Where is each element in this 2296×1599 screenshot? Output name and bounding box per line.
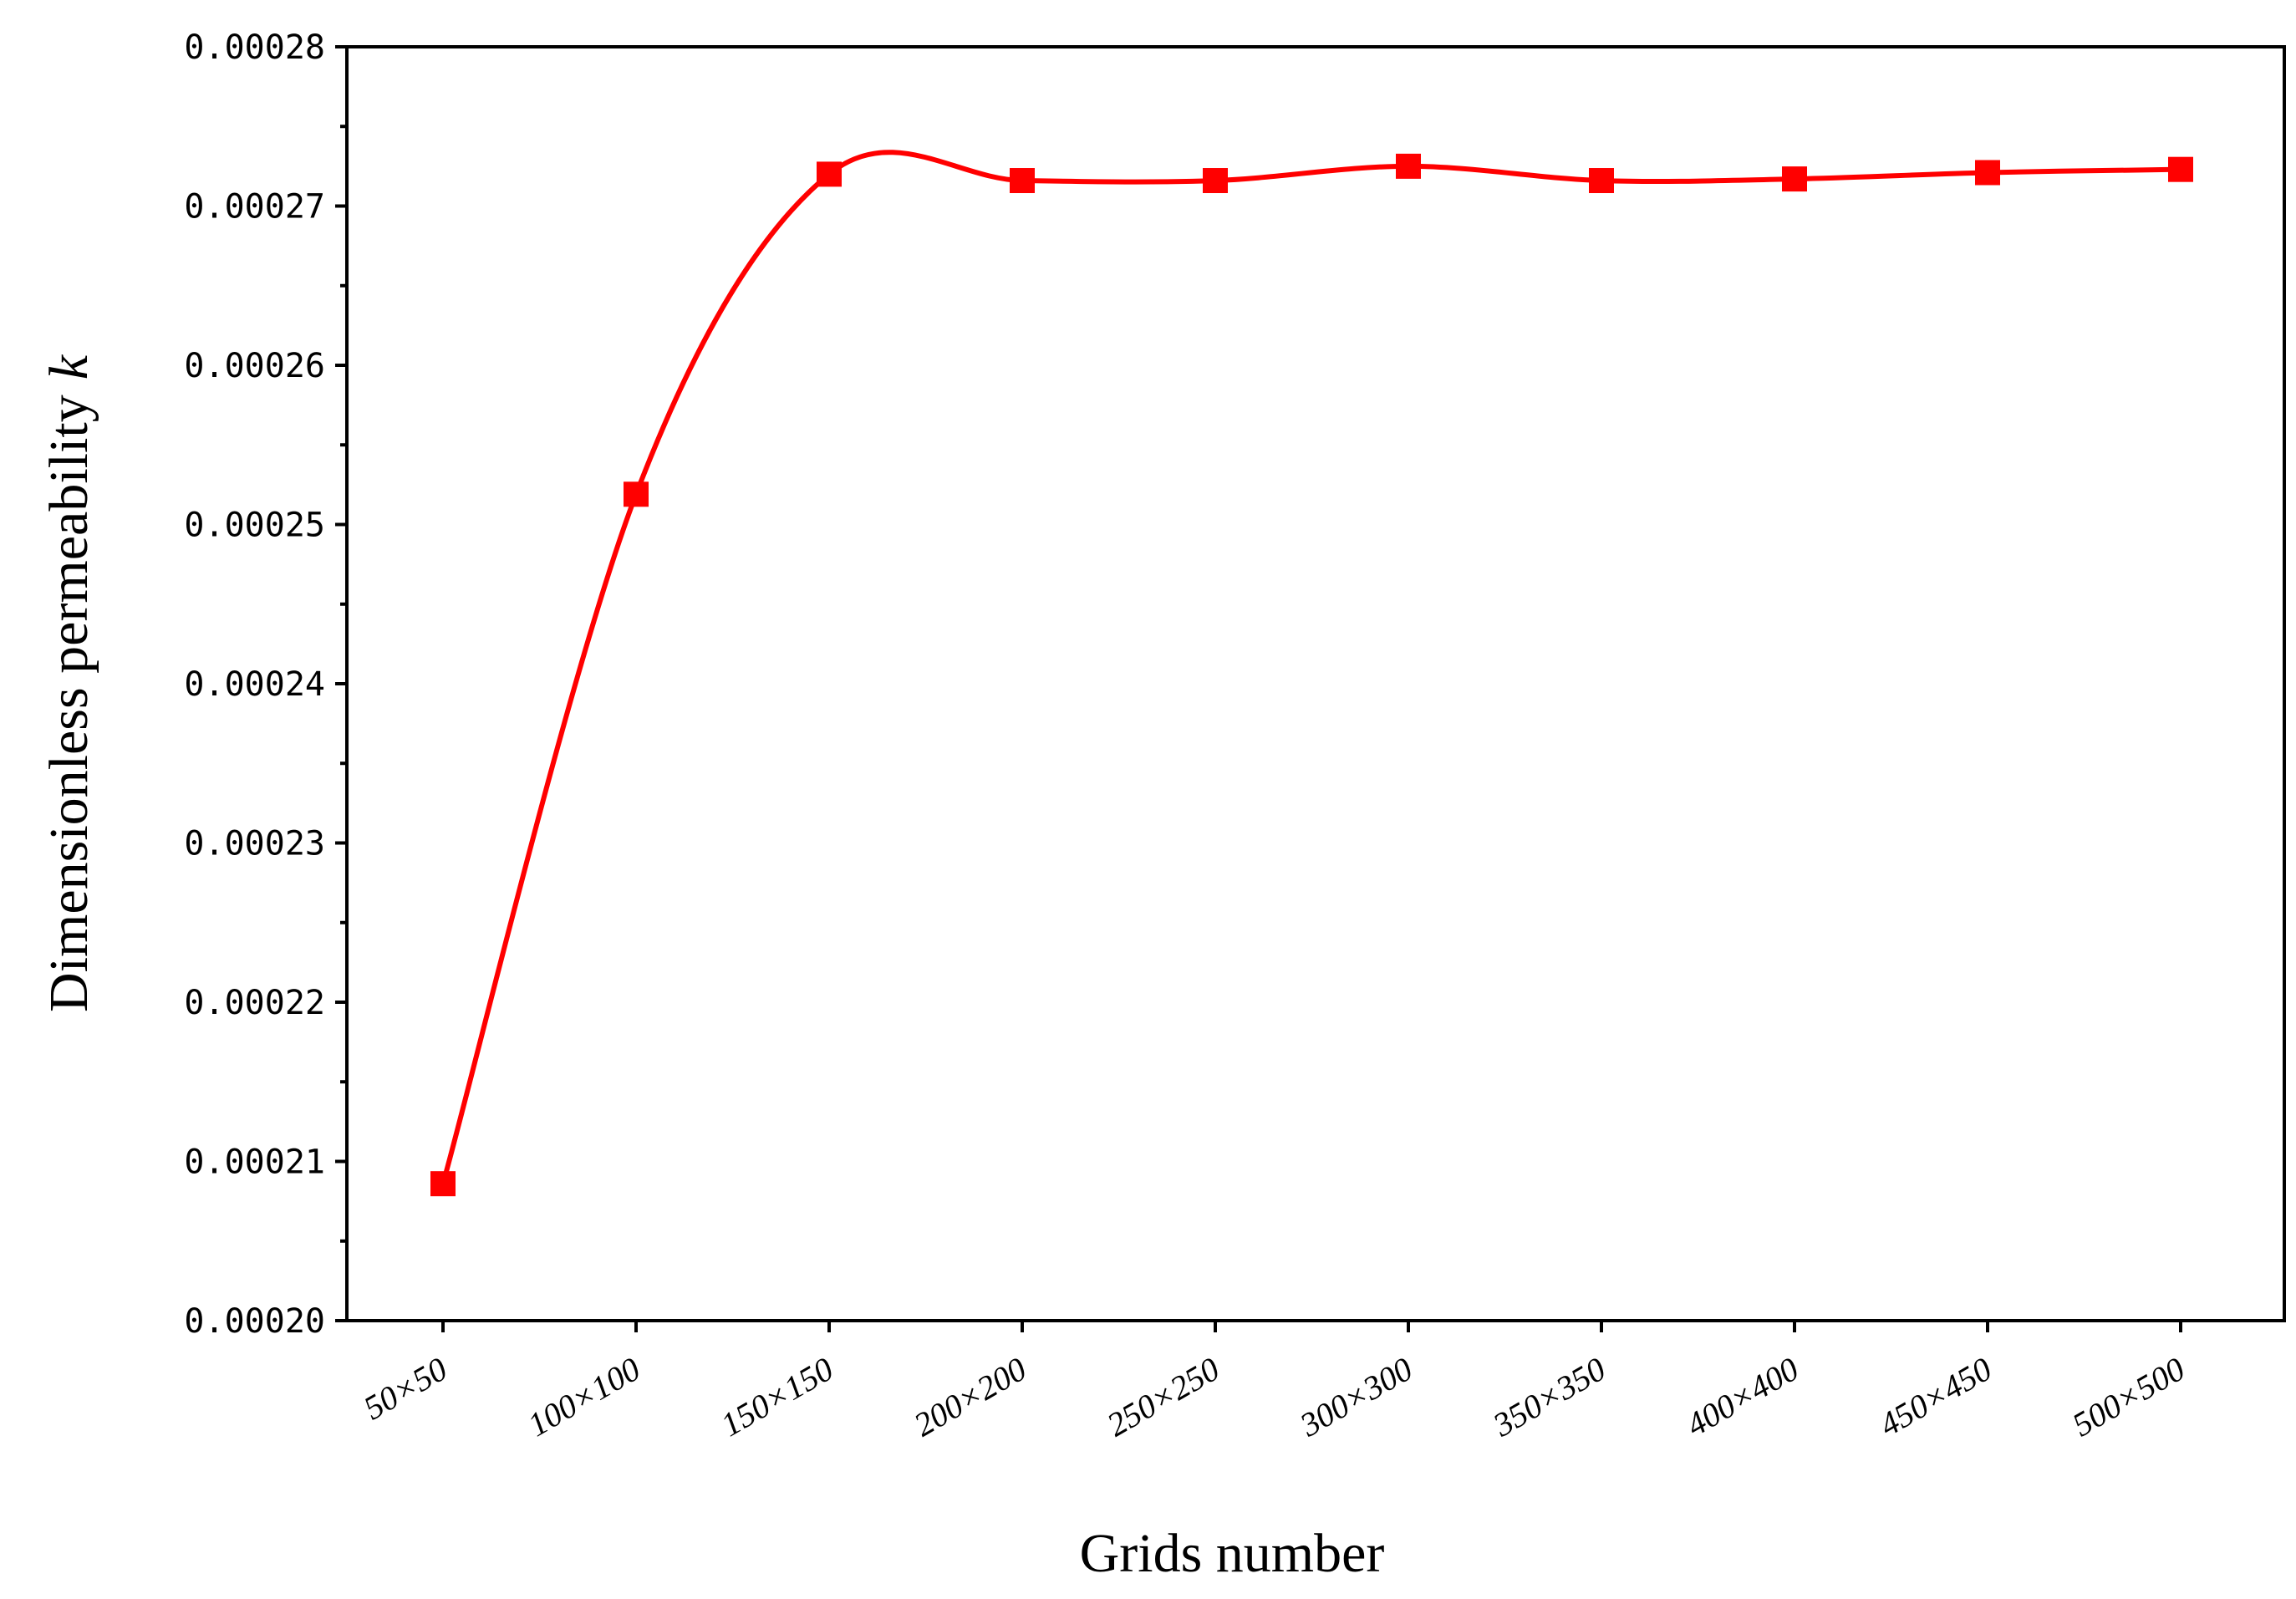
x-tick-label: 500×500 <box>2066 1350 2192 1444</box>
x-tick-label: 200×200 <box>908 1350 1033 1444</box>
x-tick-label: 150×150 <box>715 1350 840 1444</box>
data-point-marker <box>1975 160 2000 186</box>
x-tick-label: 50×50 <box>357 1350 453 1427</box>
y-tick-label: 0.00022 <box>184 984 325 1022</box>
y-axis-title: Dimensionless permeability k <box>38 354 99 1012</box>
y-axis-title-text: Dimensionless permeability <box>38 395 99 1012</box>
y-tick-label: 0.00021 <box>184 1143 325 1182</box>
x-axis-ticks: 50×50 100×100 150×150 200×200 250×250 300×300… <box>357 1321 2192 1444</box>
y-tick-label: 0.00023 <box>184 825 325 863</box>
plot-frame <box>345 45 2286 1322</box>
data-point-marker <box>430 1171 456 1197</box>
y-tick-label: 0.00025 <box>184 507 325 545</box>
data-point-marker <box>817 161 842 187</box>
data-point-marker <box>2168 156 2193 182</box>
y-tick-label: 0.00026 <box>184 347 325 385</box>
data-point-marker <box>624 481 649 507</box>
plot-layer <box>430 150 2193 1197</box>
data-point-marker <box>1589 168 1614 194</box>
data-point-marker <box>1203 168 1228 194</box>
data-point-marker <box>1396 153 1421 179</box>
y-tick-label: 0.00027 <box>184 188 325 227</box>
series-line <box>440 150 2181 1184</box>
x-tick-label: 100×100 <box>522 1350 647 1444</box>
y-tick-label: 0.00028 <box>184 28 325 67</box>
data-point-marker <box>1010 168 1035 194</box>
y-tick-label: 0.00024 <box>184 665 325 704</box>
x-axis-title: Grids number <box>1080 1523 1385 1584</box>
y-tick-label: 0.00020 <box>184 1302 325 1341</box>
x-tick-label: 300×300 <box>1293 1350 1419 1444</box>
data-point-marker <box>1782 166 1807 192</box>
y-axis-title-symbol: k <box>38 354 99 379</box>
x-tick-label: 450×450 <box>1873 1350 1998 1444</box>
x-tick-label: 400×400 <box>1680 1350 1805 1444</box>
x-tick-label: 350×350 <box>1486 1350 1612 1444</box>
y-axis-ticks: 0.00020 0.00021 0.00022 0.00023 0.00024 0.000… <box>184 28 347 1341</box>
x-tick-label: 250×250 <box>1101 1350 1226 1444</box>
